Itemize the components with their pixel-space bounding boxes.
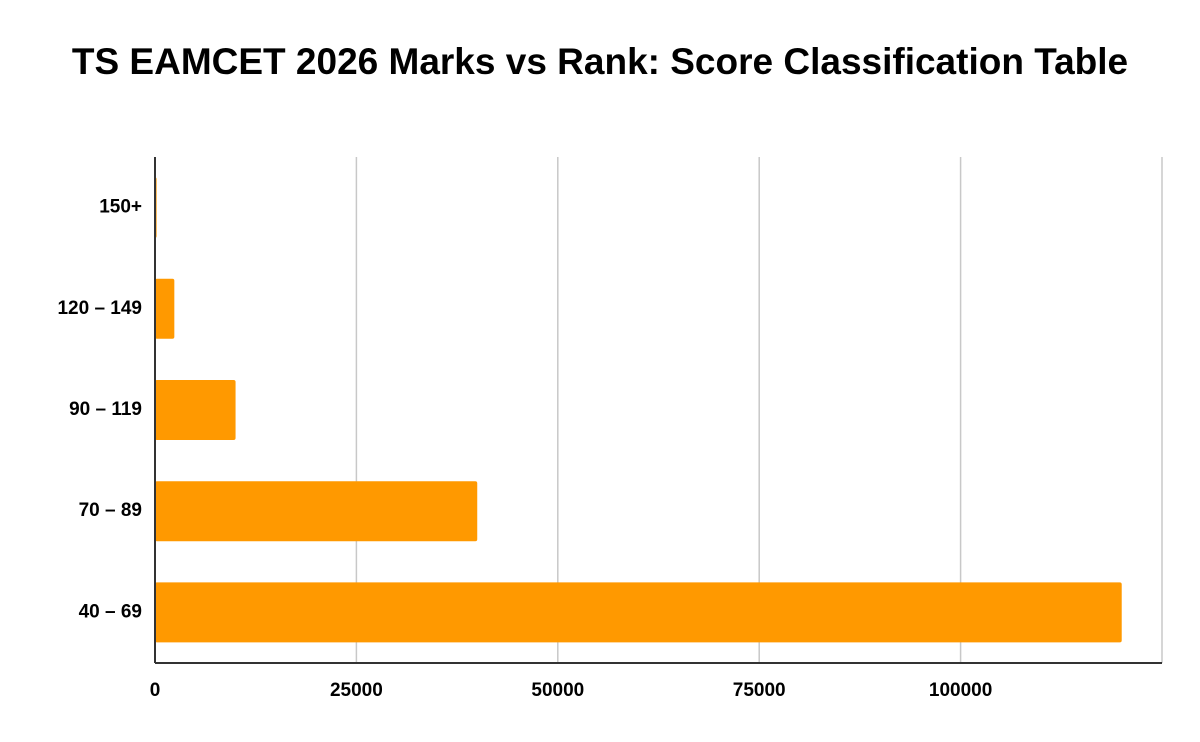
x-tick-label: 100000 bbox=[929, 680, 992, 701]
y-tick-label: 70 – 89 bbox=[79, 500, 142, 521]
x-tick-label: 75000 bbox=[733, 680, 786, 701]
bar bbox=[155, 481, 478, 542]
y-tick-label: 120 – 149 bbox=[57, 298, 142, 319]
chart-title: TS EAMCET 2026 Marks vs Rank: Score Clas… bbox=[71, 41, 1129, 82]
x-tick-label: 0 bbox=[150, 680, 161, 701]
bar bbox=[155, 582, 1122, 643]
y-tick-label: 40 – 69 bbox=[79, 601, 142, 622]
bar bbox=[155, 278, 175, 339]
x-tick-label: 25000 bbox=[330, 680, 383, 701]
x-tick-label: 50000 bbox=[531, 680, 584, 701]
y-tick-label: 150+ bbox=[99, 197, 142, 218]
bar bbox=[155, 380, 236, 440]
y-tick-label: 90 – 119 bbox=[69, 399, 142, 420]
